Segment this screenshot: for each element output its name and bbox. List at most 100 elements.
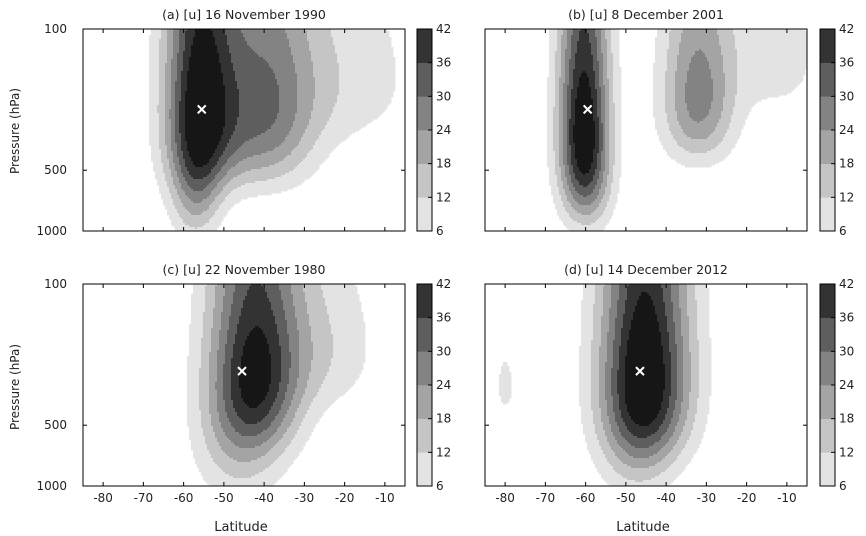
- colorbar-tick-label: 30: [839, 344, 854, 358]
- x-tick-label: -50: [616, 491, 636, 505]
- colorbar-band: [417, 163, 432, 198]
- colorbar-tick-label: 18: [436, 412, 451, 426]
- colorbar-tick-label: 42: [436, 22, 451, 36]
- colorbar-band: [820, 284, 835, 318]
- colorbar: 6 12 18 24 30 36 42: [819, 277, 854, 493]
- colorbar-band: [820, 452, 835, 487]
- colorbar-tick-label: 12: [839, 445, 854, 459]
- colorbar-tick-label: 24: [436, 123, 451, 137]
- colorbar-band: [417, 351, 432, 386]
- colorbar-tick-label: 30: [436, 89, 451, 103]
- colorbar-band: [820, 29, 835, 63]
- contour-fill: [187, 284, 366, 487]
- panel-3: -80 -70 -60 -50 -40 -30 -20 -10 100 500 1000 (c) [u…: [36, 262, 451, 505]
- colorbar-band: [417, 418, 432, 453]
- x-tick-label: -30: [295, 491, 315, 505]
- colorbar-tick-label: 12: [436, 445, 451, 459]
- contour-fill: [149, 29, 396, 232]
- colorbar-band: [417, 284, 432, 318]
- colorbar-band: [820, 163, 835, 198]
- colorbar-tick-label: 12: [436, 190, 451, 204]
- y-tick-label: 500: [44, 418, 67, 432]
- colorbar-tick-label: 18: [436, 157, 451, 171]
- x-tick-label: -10: [375, 491, 395, 505]
- panel-4: -80 -70 -60 -50 -40 -30 -20 -10 (d) [u] 14 Decem…: [484, 262, 854, 505]
- colorbar-tick-label: 6: [839, 479, 847, 493]
- colorbar-tick-label: 6: [436, 224, 444, 238]
- colorbar-tick-label: 18: [839, 157, 854, 171]
- panel-title: (a) [u] 16 November 1990: [162, 7, 326, 22]
- colorbar-band: [417, 96, 432, 131]
- plot-frame: [82, 283, 406, 487]
- colorbar-band: [417, 130, 432, 164]
- x-tick-label: -20: [737, 491, 757, 505]
- colorbar-band: [820, 317, 835, 352]
- x-tick-label: -50: [214, 491, 234, 505]
- colorbar-band: [417, 385, 432, 419]
- colorbar: 6 12 18 24 30 36 42: [416, 22, 451, 238]
- panel-title: (c) [u] 22 November 1980: [163, 262, 326, 277]
- colorbar-tick-label: 42: [839, 277, 854, 291]
- x-tick-label: -60: [174, 491, 194, 505]
- colorbar-tick-label: 24: [436, 378, 451, 392]
- x-tick-label: -80: [93, 491, 113, 505]
- colorbar-tick-label: 24: [839, 123, 854, 137]
- x-tick-label: -70: [536, 491, 556, 505]
- colorbar-band: [820, 130, 835, 164]
- colorbar-tick-label: 18: [839, 412, 854, 426]
- y-tick-label: 100: [44, 277, 67, 291]
- colorbar-tick-label: 30: [436, 344, 451, 358]
- x-tick-label: -80: [495, 491, 515, 505]
- colorbar-band: [417, 317, 432, 352]
- plot-frame: [484, 283, 808, 487]
- contour-fill: [499, 284, 712, 487]
- colorbar-band: [820, 418, 835, 453]
- figure-xlabel-right: Latitude: [616, 520, 670, 535]
- contour-fill: [547, 29, 808, 232]
- colorbar-tick-label: 24: [839, 378, 854, 392]
- x-tick-label: -60: [576, 491, 596, 505]
- colorbar-tick-label: 30: [839, 89, 854, 103]
- colorbar-band: [820, 197, 835, 232]
- max-marker: [635, 366, 645, 376]
- panel-title: (d) [u] 14 December 2012: [564, 262, 728, 277]
- colorbar-tick-label: 36: [839, 56, 854, 70]
- colorbar-tick-label: 42: [436, 277, 451, 291]
- figure-xlabel-left: Latitude: [214, 520, 268, 535]
- colorbar-band: [820, 96, 835, 131]
- colorbar: 6 12 18 24 30 36 42: [819, 22, 854, 238]
- x-tick-label: -20: [335, 491, 355, 505]
- panel-1: 100 500 1000 (a) [u] 16 November 1990 6 12 18 2…: [36, 7, 451, 238]
- x-tick-label: -70: [134, 491, 154, 505]
- figure-ylabel-top: Pressure (hPa): [8, 88, 22, 174]
- colorbar: 6 12 18 24 30 36 42: [416, 277, 451, 493]
- colorbar-band: [417, 62, 432, 97]
- figure-ylabel-bottom: Pressure (hPa): [8, 344, 22, 430]
- colorbar-tick-label: 6: [839, 224, 847, 238]
- colorbar-tick-label: 36: [436, 311, 451, 325]
- y-tick-label: 500: [44, 163, 67, 177]
- colorbar-tick-label: 6: [436, 479, 444, 493]
- x-tick-label: -40: [254, 491, 274, 505]
- plot-frame: [484, 28, 808, 232]
- colorbar-band: [417, 197, 432, 232]
- colorbar-band: [417, 29, 432, 63]
- colorbar-tick-label: 36: [436, 56, 451, 70]
- max-marker: [197, 104, 207, 115]
- y-tick-label: 1000: [36, 479, 67, 493]
- colorbar-tick-label: 36: [839, 311, 854, 325]
- colorbar-band: [820, 385, 835, 419]
- colorbar-tick-label: 12: [839, 190, 854, 204]
- y-tick-label: 100: [44, 22, 67, 36]
- colorbar-band: [417, 452, 432, 487]
- x-tick-label: -30: [697, 491, 717, 505]
- panel-title: (b) [u] 8 December 2001: [568, 7, 724, 22]
- y-tick-label: 1000: [36, 224, 67, 238]
- max-marker: [582, 104, 593, 115]
- x-tick-label: -10: [777, 491, 797, 505]
- colorbar-band: [820, 62, 835, 97]
- colorbar-band: [820, 351, 835, 386]
- colorbar-tick-label: 42: [839, 22, 854, 36]
- plot-frame: [82, 28, 406, 232]
